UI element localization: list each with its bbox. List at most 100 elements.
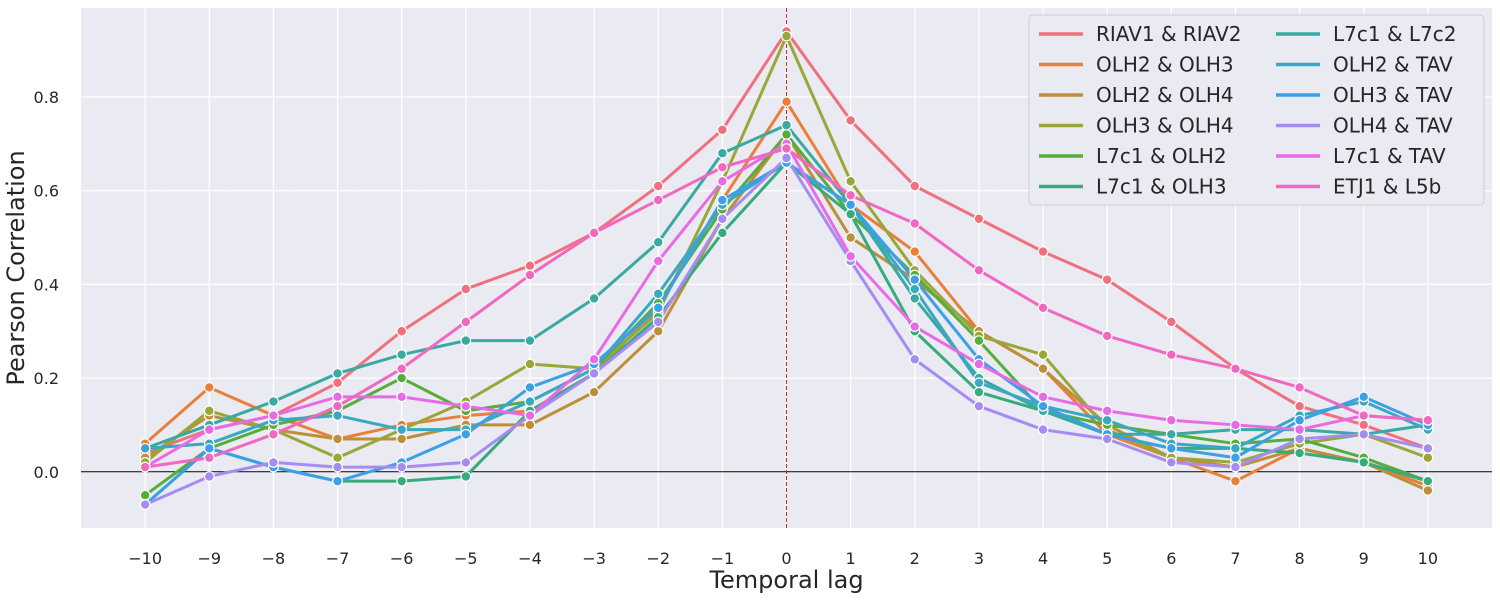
data-point: [1101, 433, 1113, 445]
x-axis-ticks: −10 −9 −8 −7 −6 −5 −4 −3 −2 −1 0 1 2 3 4 5 6 7 8 9 10: [128, 549, 1438, 568]
x-tick-label: −3: [582, 549, 606, 568]
series-markers: [139, 26, 1434, 510]
data-point: [716, 161, 728, 173]
x-tick-label: −2: [646, 549, 670, 568]
data-point: [203, 442, 215, 454]
data-point: [268, 410, 279, 421]
data-point: [1358, 457, 1370, 468]
data-point: [588, 386, 600, 398]
x-tick-label: 2: [910, 549, 920, 568]
data-point: [1422, 452, 1434, 464]
data-point: [524, 382, 536, 393]
data-point: [139, 489, 151, 501]
data-point: [1165, 316, 1177, 328]
data-point: [396, 475, 408, 487]
data-point: [1037, 400, 1049, 412]
data-point: [1294, 414, 1305, 426]
legend-label: OLH3 & TAV: [1333, 83, 1453, 107]
x-tick-label: −7: [326, 549, 350, 568]
data-point: [332, 461, 343, 473]
data-point: [909, 274, 921, 286]
data-point: [1422, 475, 1434, 487]
data-point: [396, 363, 408, 375]
data-point: [1294, 424, 1305, 436]
data-point: [332, 475, 343, 487]
legend-label: OLH4 & TAV: [1333, 114, 1453, 138]
y-tick-label: 0.0: [34, 463, 59, 482]
data-point: [973, 377, 985, 389]
data-point: [139, 442, 151, 454]
data-point: [268, 428, 279, 440]
data-point: [1230, 461, 1241, 473]
data-point: [460, 457, 472, 468]
data-point: [652, 180, 664, 192]
data-point: [139, 499, 151, 510]
data-point: [1294, 447, 1305, 459]
data-point: [1358, 428, 1370, 440]
data-point: [973, 213, 985, 225]
x-tick-label: 8: [1294, 549, 1304, 568]
data-point: [1422, 442, 1434, 454]
data-point: [524, 269, 536, 281]
data-point: [781, 152, 792, 164]
x-axis-label: Temporal lag: [708, 566, 863, 594]
data-point: [1037, 349, 1049, 361]
data-point: [909, 321, 921, 332]
data-point: [781, 30, 792, 42]
y-axis-label: Pearson Correlation: [2, 150, 30, 385]
y-tick-label: 0.4: [34, 275, 59, 294]
y-tick-label: 0.8: [34, 88, 59, 107]
legend-box: [1028, 14, 1485, 206]
data-point: [268, 457, 279, 468]
data-point: [460, 428, 472, 440]
data-point: [909, 353, 921, 365]
data-point: [1230, 452, 1241, 464]
x-tick-label: −10: [128, 549, 162, 568]
y-tick-label: 0.2: [34, 369, 59, 388]
data-point: [973, 358, 985, 370]
data-point: [1037, 391, 1049, 403]
data-point: [845, 208, 857, 220]
x-tick-label: 3: [974, 549, 984, 568]
data-point: [1230, 419, 1241, 431]
data-point: [973, 335, 985, 347]
data-point: [845, 115, 857, 126]
data-point: [1358, 419, 1370, 431]
x-tick-label: −6: [390, 549, 414, 568]
data-point: [652, 255, 664, 267]
data-point: [332, 410, 343, 421]
data-point: [973, 400, 985, 412]
data-point: [781, 96, 792, 108]
data-point: [1294, 400, 1305, 412]
data-point: [1165, 442, 1177, 454]
x-tick-label: 1: [846, 549, 856, 568]
data-point: [524, 410, 536, 421]
data-point: [524, 358, 536, 370]
data-point: [203, 471, 215, 482]
data-point: [652, 236, 664, 248]
data-point: [909, 283, 921, 295]
data-point: [396, 391, 408, 403]
data-point: [652, 302, 664, 314]
data-point: [781, 143, 792, 154]
data-point: [1037, 363, 1049, 375]
data-point: [973, 386, 985, 398]
data-point: [396, 349, 408, 361]
data-point: [1422, 485, 1434, 496]
data-point: [139, 461, 151, 473]
data-point: [588, 368, 600, 379]
x-tick-label: 0: [781, 549, 791, 568]
data-point: [652, 316, 664, 328]
x-tick-label: 9: [1359, 549, 1369, 568]
data-point: [332, 400, 343, 412]
data-point: [1037, 424, 1049, 436]
data-point: [845, 175, 857, 187]
legend-label: OLH3 & OLH4: [1096, 114, 1234, 138]
legend: RIAV1 & RIAV2 OLH2 & OLH3 OLH2 & OLH4 OLH3 …: [1028, 14, 1485, 206]
data-point: [1037, 246, 1049, 258]
data-point: [332, 391, 343, 403]
data-point: [652, 288, 664, 300]
data-point: [845, 232, 857, 243]
x-tick-label: −5: [454, 549, 478, 568]
